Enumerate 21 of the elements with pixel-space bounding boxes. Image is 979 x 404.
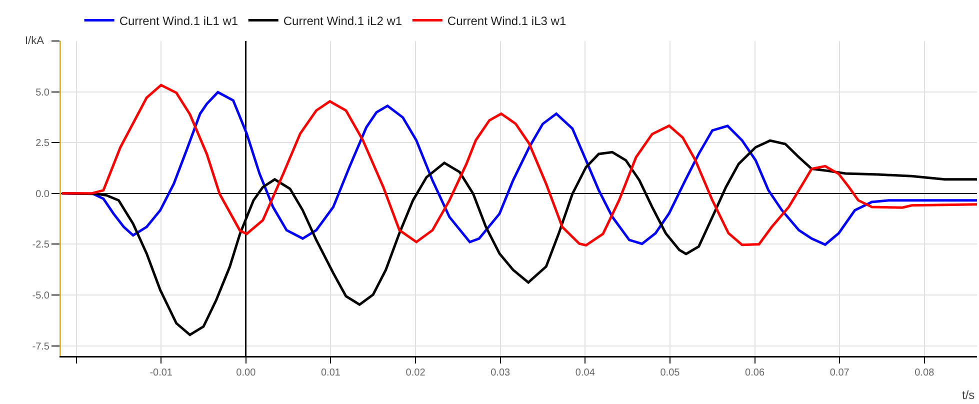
legend-label: Current Wind.1 iL3 w1 [447, 14, 566, 28]
y-tick-label: 2.5 [36, 138, 50, 150]
x-tick-label: 0.08 [914, 368, 935, 378]
y-axis-title: I/kA [25, 35, 45, 47]
legend-label: Current Wind.1 iL2 w1 [283, 14, 402, 28]
x-tick-label: 0.02 [406, 368, 426, 378]
y-tick-label: 0.0 [36, 188, 50, 200]
y-tick-label: 5.0 [36, 87, 50, 98]
y-tick-label: -2.5 [32, 240, 50, 251]
x-tick-label: -0.01 [150, 368, 173, 378]
legend-label: Current Wind.1 iL1 w1 [119, 14, 238, 28]
x-tick-label: 0.07 [830, 368, 850, 378]
x-tick-label: 0.03 [490, 368, 511, 378]
x-axis-title: t/s [962, 388, 975, 402]
x-tick-label: 0.05 [660, 368, 680, 378]
x-tick-label: 0.04 [575, 368, 596, 378]
y-tick-label: -5.0 [32, 290, 50, 302]
x-tick-label: 0.00 [236, 368, 256, 378]
x-tick-label: 0.06 [745, 368, 765, 378]
y-tick-label: -7.5 [32, 341, 50, 352]
x-tick-label: 0.01 [320, 368, 341, 378]
